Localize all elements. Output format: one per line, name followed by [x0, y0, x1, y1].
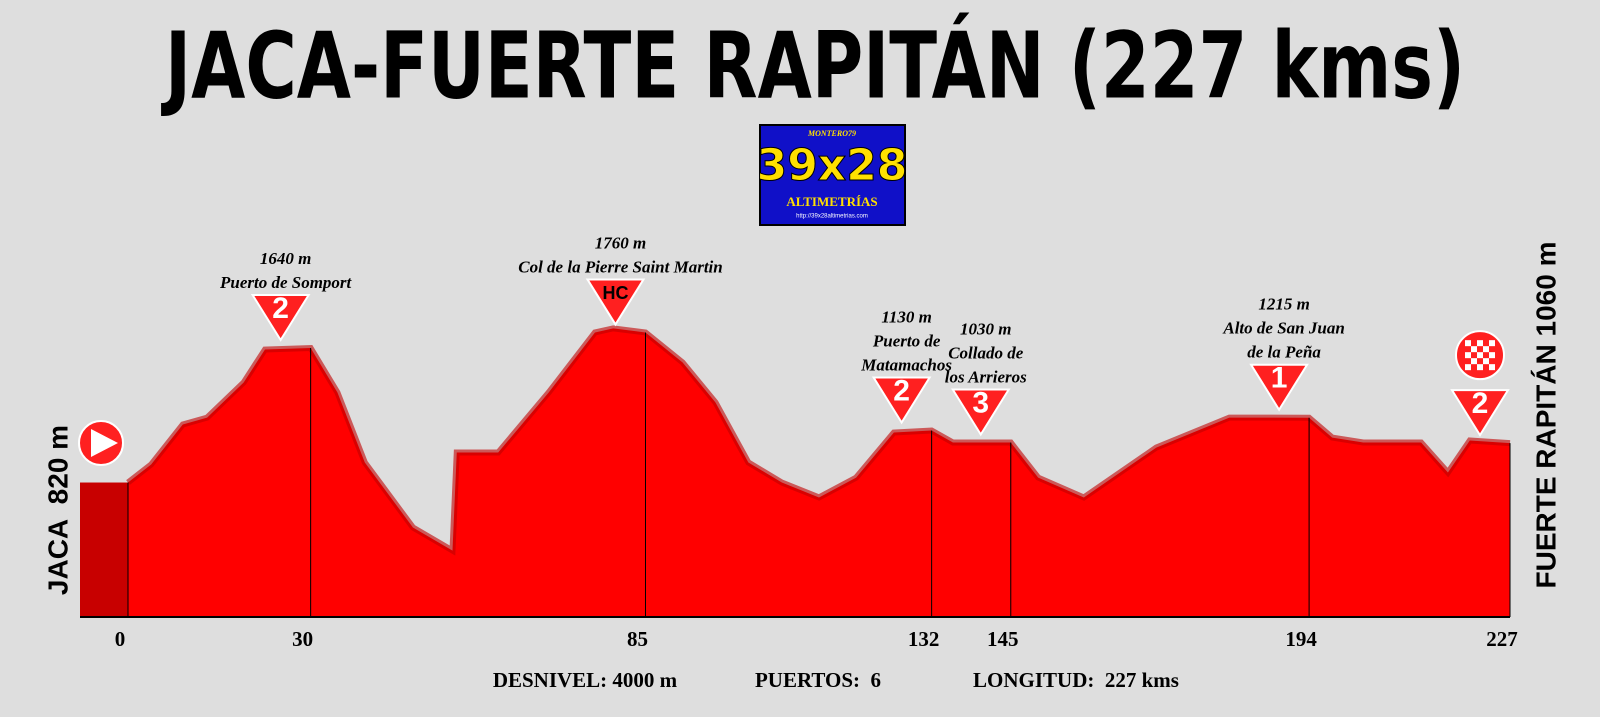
climb-category: 3: [972, 386, 989, 419]
finish-check: [1465, 364, 1471, 371]
x-tick-label: 0: [115, 627, 126, 651]
climb: 2: [1450, 330, 1510, 438]
climb: 1de la Peña Alto de San Juan 1215 m: [1222, 295, 1345, 412]
footer-stat: PUERTOS: 6: [755, 668, 881, 692]
logo-brand: 39x28: [757, 140, 908, 191]
climb-category: 2: [1472, 387, 1489, 420]
finish-check: [1465, 352, 1471, 359]
climb-name: Col de la Pierre Saint Martin: [518, 257, 723, 276]
finish-check: [1477, 364, 1483, 371]
logo: MONTERO79 39x28 ALTIMETRÍAS http://39x28…: [756, 124, 908, 226]
climb-marker: [950, 388, 1011, 437]
climb-marker: [585, 278, 646, 327]
finish-check: [1477, 340, 1483, 347]
climb-name: Matamachos: [860, 355, 952, 374]
climb-name: Puerto de: [872, 331, 941, 350]
x-tick-label: 227: [1486, 627, 1518, 651]
climb-category: 1: [1271, 362, 1288, 395]
logo-box: [759, 124, 906, 226]
climb-name: Alto de San Juan: [1222, 319, 1344, 338]
climb-name: los Arrieros: [945, 367, 1027, 386]
logo-subtitle: ALTIMETRÍAS: [786, 194, 877, 209]
climb-elevation: 1030 m: [960, 319, 1011, 338]
climb-elevation: 1130 m: [881, 307, 932, 326]
climb-category: 2: [893, 374, 910, 407]
climb-marker: [1450, 389, 1510, 438]
climb-name: Puerto de Somport: [219, 273, 353, 292]
start-arrow: [91, 429, 118, 457]
start-block: [80, 482, 128, 617]
finish-check: [1489, 364, 1495, 371]
finish-check: [1489, 352, 1495, 359]
climb-elevation: 1215 m: [1258, 295, 1309, 314]
climb: HC Col de la Pierre Saint Martin 1760 m: [518, 233, 723, 327]
finish-check: [1483, 346, 1489, 353]
climb-name: de la Peña: [1247, 343, 1321, 362]
x-tick-label: 145: [987, 627, 1019, 651]
climb-name: Collado de: [948, 343, 1024, 362]
x-tick-label: 132: [908, 627, 940, 651]
finish-label: FUERTE RAPITÁN 1060 m: [1530, 242, 1561, 589]
climb-elevation: 1640 m: [260, 249, 311, 268]
x-tick-label: 30: [292, 627, 313, 651]
finish-check: [1489, 340, 1495, 347]
profile-area: [128, 328, 1510, 617]
finish-check: [1465, 340, 1471, 347]
climb-marker: [250, 294, 311, 342]
x-tick-label: 85: [627, 627, 648, 651]
climb-marker: [871, 376, 932, 425]
footer-stat: LONGITUD: 227 kms: [973, 668, 1179, 692]
x-tick-label: 194: [1285, 627, 1317, 651]
climb-category: HC: [602, 283, 628, 303]
climb-category: 2: [272, 292, 289, 325]
chart-title: JACA-FUERTE RAPITÁN (227 kms): [160, 11, 1465, 119]
finish-check: [1471, 346, 1477, 353]
profile-ridge: [126, 325, 1511, 556]
logo-author: MONTERO79: [807, 129, 856, 138]
finish-check: [1471, 358, 1477, 365]
logo-url: http://39x28altimetrias.com: [796, 214, 868, 220]
finish-check: [1477, 352, 1483, 359]
start-label: JACA 820 m: [42, 425, 73, 595]
climb-marker: [1249, 363, 1309, 412]
finish-check: [1483, 358, 1489, 365]
footer-stat: DESNIVEL: 4000 m: [493, 668, 678, 692]
climb-elevation: 1760 m: [595, 233, 646, 252]
